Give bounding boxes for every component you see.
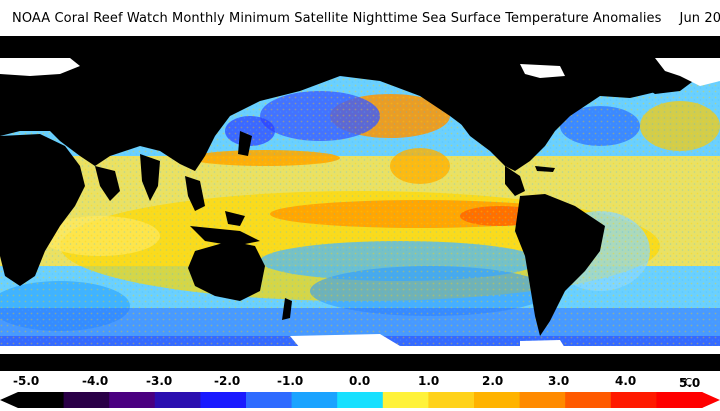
colorbar-segment	[18, 392, 65, 408]
colorbar-segment	[246, 392, 293, 408]
map-date: Jun 2015	[679, 10, 720, 26]
map-canvas	[0, 36, 720, 371]
colorbar	[0, 392, 720, 408]
sea-ice	[0, 58, 720, 354]
colorbar-tick: -5.0	[13, 374, 40, 388]
colorbar-segment	[154, 392, 201, 408]
colorbar-tick-labels: -5.0 -4.0 -3.0 -2.0 -1.0 0.0 1.0 2.0 3.0…	[0, 372, 720, 390]
colorbar-segment	[200, 392, 247, 408]
colorbar-segment	[382, 392, 429, 408]
colorbar-unit: °C	[679, 376, 693, 389]
colorbar-segment	[428, 392, 475, 408]
colorbar-tick: -1.0	[277, 374, 304, 388]
sst-anomaly-map	[0, 36, 720, 371]
colorbar-tick: 2.0	[482, 374, 504, 388]
colorbar-segment	[610, 392, 657, 408]
colorbar-segment	[565, 392, 612, 408]
map-title: NOAA Coral Reef Watch Monthly Minimum Sa…	[12, 10, 662, 26]
colorbar-tick: 1.0	[418, 374, 440, 388]
colorbar-right-arrow	[702, 392, 720, 408]
colorbar-segment	[63, 392, 110, 408]
land-masses	[0, 36, 720, 371]
colorbar-segment	[291, 392, 338, 408]
colorbar-segment	[337, 392, 384, 408]
colorbar-tick: 4.0	[615, 374, 637, 388]
colorbar-segment	[519, 392, 566, 408]
colorbar-tick: -2.0	[214, 374, 241, 388]
colorbar-segments	[18, 392, 703, 408]
colorbar-tick: 5.0	[679, 376, 701, 390]
colorbar-left-arrow	[0, 392, 18, 408]
colorbar-tick: 3.0	[548, 374, 570, 388]
colorbar-segment	[109, 392, 156, 408]
colorbar-tick: -4.0	[82, 374, 109, 388]
colorbar-tick: -3.0	[146, 374, 173, 388]
map-title-bar: NOAA Coral Reef Watch Monthly Minimum Sa…	[0, 0, 720, 36]
colorbar-tick: 0.0	[349, 374, 371, 388]
colorbar-segment	[656, 392, 703, 408]
colorbar-segment	[474, 392, 521, 408]
